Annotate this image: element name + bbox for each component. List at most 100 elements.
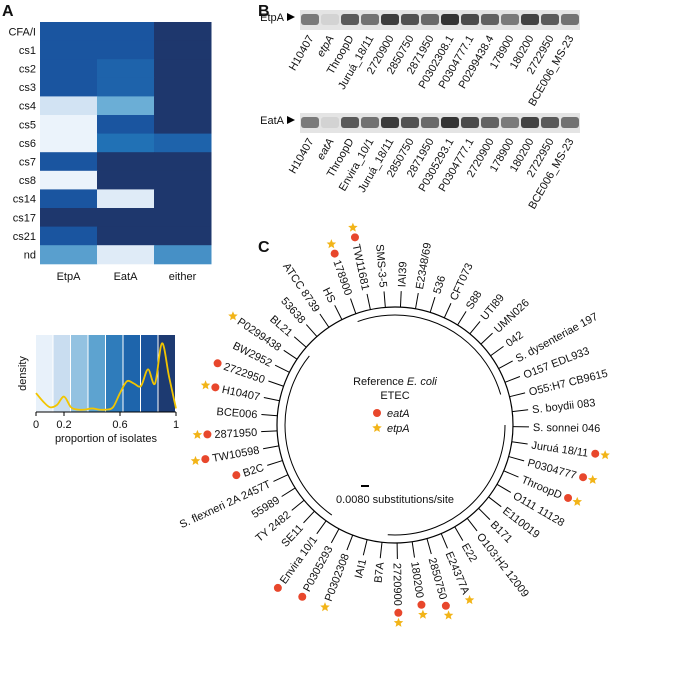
blot-band <box>521 117 539 128</box>
row-label: cs5 <box>19 119 36 131</box>
etpa-marker <box>464 595 475 605</box>
eata-marker <box>213 359 222 368</box>
heatmap-cell <box>40 245 98 265</box>
eata-marker <box>273 583 282 592</box>
leaf-label: IAI39 <box>396 261 409 287</box>
heatmap-cell <box>97 115 155 135</box>
tree-branch <box>512 409 529 413</box>
legend-eata-marker <box>373 409 381 417</box>
tree-branch <box>303 510 315 524</box>
arrowhead <box>287 13 295 21</box>
tree-branch <box>305 324 318 337</box>
tree-branch <box>268 380 284 387</box>
heatmap-cell <box>40 77 98 97</box>
row-label: CFA/I <box>8 26 36 38</box>
row-label: cs6 <box>19 138 36 150</box>
eata-marker <box>591 449 600 458</box>
blot-band <box>441 117 459 128</box>
blot-band <box>341 14 359 25</box>
tree-branch <box>330 528 340 544</box>
heatmap-cell <box>40 152 98 172</box>
heatmap-cell <box>154 40 212 60</box>
leaf-label: 2720900 <box>390 563 403 606</box>
blot-band <box>321 117 339 128</box>
leaf-label: 2850750 <box>426 556 449 600</box>
tree-branch <box>411 541 415 558</box>
blot-band <box>361 117 379 128</box>
panel-label: B <box>258 3 270 20</box>
blot-band <box>381 117 399 128</box>
row-label: cs14 <box>13 194 36 206</box>
blot-band <box>301 117 319 128</box>
leaf-label: Juruá 18/11 <box>531 440 589 460</box>
leaf-label: 2871950 <box>214 427 257 441</box>
tree-branch <box>263 445 279 450</box>
etpa-marker <box>418 609 428 619</box>
heatmap-cell <box>97 170 155 190</box>
leaf-label: BCE006 <box>216 406 258 421</box>
tree-branch <box>480 332 493 345</box>
blot-band <box>301 14 319 25</box>
heatmap-cell <box>40 115 98 135</box>
x-tick-label: 0 <box>33 419 39 431</box>
row-label: cs21 <box>13 231 36 243</box>
tree-branch <box>498 360 513 370</box>
tree-branch <box>478 507 491 520</box>
color-band <box>141 335 158 412</box>
tree-branch <box>440 533 448 549</box>
color-band <box>36 335 53 412</box>
etpa-marker <box>600 450 610 460</box>
heatmap-cell <box>40 170 98 190</box>
tree-branch <box>503 470 519 478</box>
heatmap-cell <box>40 189 98 209</box>
blot-band <box>341 117 359 128</box>
legend-etec: ETEC <box>380 390 409 402</box>
etpa-marker <box>587 474 598 484</box>
lane-label: H10407 <box>287 34 317 73</box>
legend-text: Reference <box>353 376 407 388</box>
tree-branch <box>346 534 354 551</box>
blot-band <box>321 14 339 25</box>
heatmap-cell <box>40 133 98 153</box>
x-tick-label: 0.2 <box>56 419 71 431</box>
leaf-label: S. sonnei 046 <box>533 422 600 435</box>
eata-marker <box>232 471 241 480</box>
eata-marker <box>441 601 450 610</box>
tree-ring <box>276 306 514 544</box>
blot-band <box>401 14 419 25</box>
panel-label: A <box>2 3 14 20</box>
panel-label: C <box>258 239 270 256</box>
etpa-marker <box>200 380 211 390</box>
heatmap-cell <box>154 245 212 265</box>
heatmap-cell <box>40 96 98 116</box>
blot-band <box>461 117 479 128</box>
heatmap-cell <box>40 22 98 42</box>
heatmap-cell <box>154 170 212 190</box>
etpa-marker <box>320 602 330 612</box>
color-band <box>158 335 175 412</box>
blot-band <box>381 14 399 25</box>
tree-branch <box>281 487 296 497</box>
tree-branch <box>457 311 467 326</box>
leaf-label: IAI1 <box>353 558 369 580</box>
tree-branch <box>511 441 528 445</box>
heatmap-cell <box>154 59 212 79</box>
color-band <box>53 335 70 412</box>
blot-band <box>561 117 579 128</box>
density-line <box>35 342 177 411</box>
etpa-marker <box>443 610 454 620</box>
blot-protein: EtpA <box>260 12 285 24</box>
heatmap-cell <box>154 226 212 246</box>
tree-branch <box>508 456 525 462</box>
eata-marker <box>579 473 588 482</box>
heatmap-cell <box>40 40 98 60</box>
tree-branch <box>454 526 464 541</box>
leaf-label: 180200 <box>408 561 425 599</box>
row-label: cs4 <box>19 101 36 113</box>
leaf-label: TW10598 <box>211 445 260 465</box>
tree-branch <box>509 392 526 398</box>
column-label: EatA <box>114 271 139 283</box>
leaf-label: H10407 <box>221 384 261 404</box>
eata-marker <box>417 600 426 609</box>
